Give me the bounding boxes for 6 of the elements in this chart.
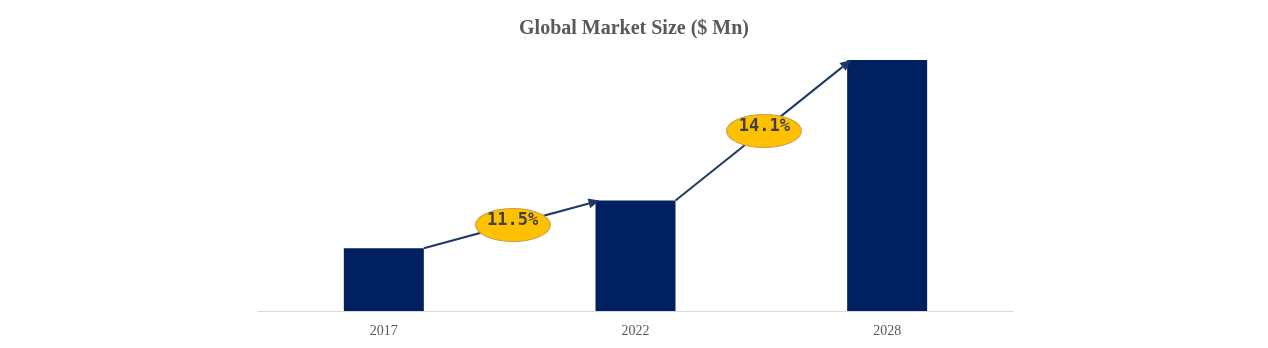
x-tick-label: 2022 [621, 322, 650, 338]
chart-title: Global Market Size ($ Mn) [519, 16, 749, 39]
x-tick-label: 2028 [873, 322, 902, 338]
annotation: 11.5% [474, 208, 551, 243]
x-tick-label: 2017 [369, 322, 398, 338]
annotation: 14.1% [726, 114, 803, 149]
